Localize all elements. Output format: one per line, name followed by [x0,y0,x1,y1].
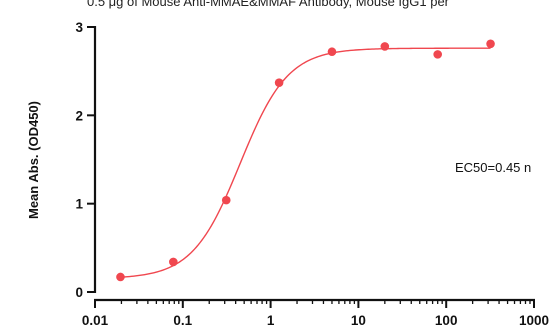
data-point-7 [486,39,495,49]
data-point-2 [221,195,231,205]
chart-title: 0.5 μg of Mouse Anti-MMAE&MMAF Antibody,… [87,0,450,9]
ec50-annotation: EC50=0.45 n [455,160,531,175]
x-ticks: 0.01 0.1 1 10 100 1000 [82,300,549,328]
x-tick-label-0.01: 0.01 [82,313,109,328]
data-point-1 [169,257,178,267]
data-point-3 [274,78,284,87]
x-tick-label-10: 10 [351,313,366,328]
y-tick-label-2: 2 [75,108,83,123]
data-point-6 [433,50,442,59]
data-points [116,39,495,282]
x-tick-label-1: 1 [267,313,275,328]
data-point-4 [327,47,337,57]
x-tick-label-0.1: 0.1 [173,313,192,328]
y-tick-label-3: 3 [75,20,83,35]
y-tick-label-1: 1 [75,197,83,212]
y-ticks: 0 1 2 3 [75,20,95,300]
x-tick-label-1000: 1000 [519,313,549,328]
data-point-5 [380,42,390,51]
data-point-0 [116,272,125,282]
y-axis-title: Mean Abs. (OD450) [26,101,41,219]
y-tick-label-0: 0 [75,285,83,300]
fit-curve [120,47,491,278]
x-tick-label-100: 100 [435,313,458,328]
